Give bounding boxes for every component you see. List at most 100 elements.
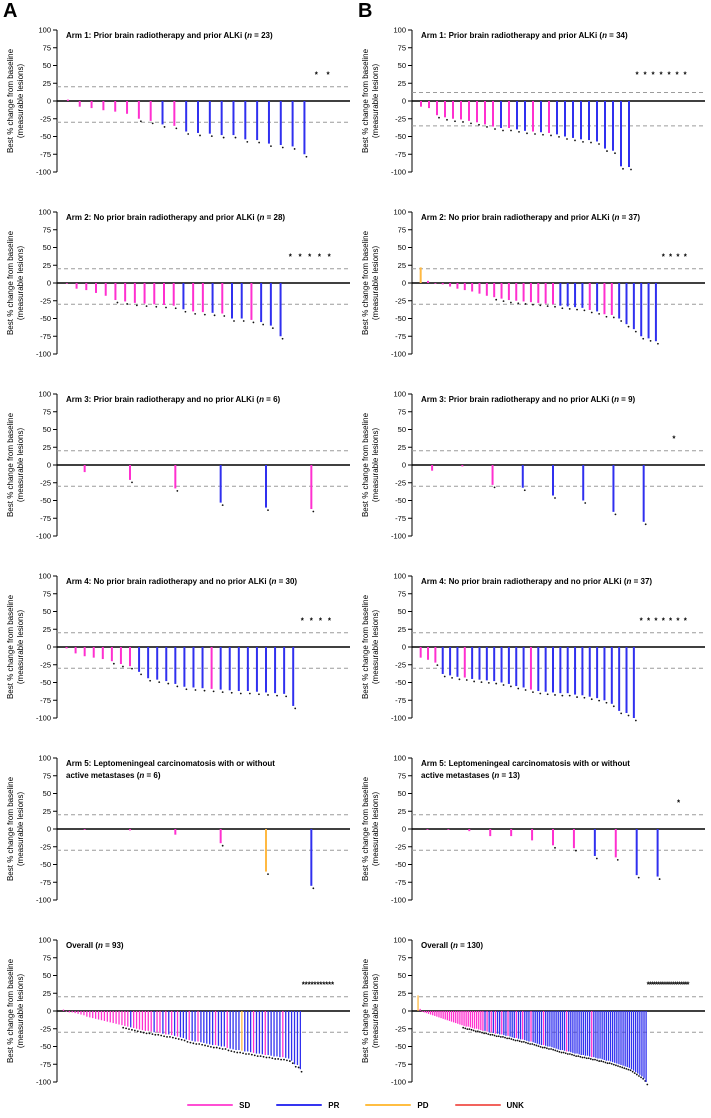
asterisk-marker: * <box>313 981 317 990</box>
bar-tip-dot <box>186 1041 189 1043</box>
bar-tip-dot <box>535 1044 538 1047</box>
bar-tip-dot <box>657 342 659 345</box>
panel-title: Arm 1: Prior brain radiotherapy and prio… <box>421 31 628 40</box>
bar-tip-dot <box>566 1053 569 1055</box>
asterisk-marker: * <box>680 981 684 990</box>
bar-tip-dot <box>622 167 624 170</box>
bar-tip-dot <box>169 1036 171 1038</box>
bar-tip-dot <box>139 120 142 123</box>
bar-tip-dot <box>634 330 637 333</box>
bar-tip-dot <box>268 1056 271 1059</box>
bar-tip-dot <box>491 1033 494 1036</box>
panel-a-arm-1: A Best % change from baseline (measurable … <box>0 0 355 182</box>
bar-tip-dot <box>267 873 269 875</box>
bar-tip-dot <box>212 1046 215 1049</box>
bar-tip-dot <box>546 305 549 307</box>
bar-tip-dot <box>548 1048 550 1050</box>
bar-tip-dot <box>230 1050 233 1053</box>
bar-tip-dot <box>174 307 177 310</box>
bar-tip-dot <box>267 509 269 511</box>
y-axis-tick-label: 50 <box>43 425 51 434</box>
waterfall-chart-b-arm-4: Best % change from baseline (measurable l… <box>361 572 705 723</box>
bar-tip-dot <box>271 327 274 329</box>
bar-tip-dot <box>436 664 439 667</box>
bar-tip-dot <box>234 136 237 139</box>
legend-swatch-pr <box>276 1103 323 1107</box>
y-axis-label-line2: (measurable lesions) <box>16 428 25 503</box>
bar-tip-dot <box>481 1031 483 1034</box>
y-axis-tick-label: -50 <box>395 1042 406 1051</box>
panel-title: Arm 3: Prior brain radiotherapy and no p… <box>66 395 281 404</box>
y-axis-tick-label: 50 <box>398 607 406 616</box>
y-axis-tick-label: 50 <box>398 243 406 252</box>
asterisk-marker: * <box>649 981 653 990</box>
waterfall-chart-b-arm-2: Best % change from baseline (measurable l… <box>361 208 705 359</box>
bar-tip-dot <box>627 325 630 328</box>
legend-swatch-sd <box>187 1103 234 1107</box>
waterfall-chart-a-overall: Best % change from baseline (measurable l… <box>6 936 350 1087</box>
bar-tip-dot <box>148 1032 151 1035</box>
bar-tip-dot <box>154 1033 157 1036</box>
y-axis-tick-label: 50 <box>43 607 51 616</box>
bar-tip-dot <box>277 1058 280 1060</box>
bar-tip-dot <box>128 1028 130 1031</box>
bar-tip-dot <box>635 1073 638 1076</box>
bar-tip-dot <box>151 1033 154 1035</box>
bar-tip-dot <box>281 337 284 340</box>
bar-tip-dot <box>604 1061 607 1064</box>
bar-tip-dot <box>610 1063 613 1065</box>
y-axis-tick-label: 75 <box>398 589 406 598</box>
bar-tip-dot <box>594 1058 596 1061</box>
bar-tip-dot <box>627 1068 630 1071</box>
y-axis-tick-label: -50 <box>395 678 406 687</box>
bar-tip-dot <box>612 316 615 319</box>
bar-tip-dot <box>131 1028 133 1031</box>
asterisk-marker: * <box>298 253 302 262</box>
y-axis-tick-label: -100 <box>391 714 406 723</box>
y-axis-tick-label: 100 <box>393 572 406 581</box>
asterisk-marker: * <box>669 617 673 626</box>
bar-tip-dot <box>476 1030 479 1033</box>
asterisk-marker: * <box>654 617 658 626</box>
y-axis-tick-label: 0 <box>402 1007 406 1016</box>
bar-tip-dot <box>480 681 483 684</box>
bar-tip-dot <box>627 714 630 717</box>
bar-tip-dot <box>566 138 568 140</box>
bar-tip-dot <box>203 313 206 316</box>
y-axis-tick-label: -100 <box>36 714 51 723</box>
bar-tip-dot <box>253 1054 256 1057</box>
bar-tip-dot <box>221 691 224 693</box>
y-axis-tick-label: -25 <box>395 478 406 487</box>
asterisk-marker: * <box>686 981 690 990</box>
bar-tip-dot <box>248 1053 250 1055</box>
y-axis-label-line1: Best % change from baseline <box>6 48 15 153</box>
y-axis-tick-label: 50 <box>43 61 51 70</box>
asterisk-marker: * <box>675 71 679 80</box>
bar-tip-dot <box>532 303 534 306</box>
bar-tip-dot <box>542 133 544 136</box>
asterisk-marker: * <box>301 617 305 626</box>
bar-tip-dot <box>465 679 468 681</box>
bar-tip-dot <box>493 1034 496 1037</box>
asterisk-marker: * <box>328 981 332 990</box>
asterisk-marker: * <box>635 71 639 80</box>
bar-tip-dot <box>577 1055 580 1057</box>
waterfall-chart-a-arm-1: A Best % change from baseline (measurable … <box>3 0 350 177</box>
asterisk-marker: * <box>677 799 681 808</box>
bar-tip-dot <box>136 1030 139 1033</box>
asterisk-marker: * <box>319 617 323 626</box>
y-axis-tick-label: 100 <box>393 936 406 945</box>
bar-tip-dot <box>305 155 308 158</box>
bar-tip-dot <box>614 152 616 155</box>
bar-tip-dot <box>288 1060 291 1062</box>
bar-tip-dot <box>140 673 142 676</box>
bar-tip-dot <box>474 1030 477 1033</box>
y-axis-tick-label: -100 <box>391 350 406 359</box>
waterfall-chart-b-arm-3: Best % change from baseline (measurable l… <box>361 390 705 541</box>
y-axis-tick-label: 100 <box>38 26 51 35</box>
panel-title: Arm 3: Prior brain radiotherapy and no p… <box>421 395 636 404</box>
asterisk-marker: * <box>328 617 332 626</box>
y-axis-tick-label: 0 <box>402 825 406 834</box>
asterisk-marker: * <box>668 981 672 990</box>
asterisk-marker: * <box>659 71 663 80</box>
